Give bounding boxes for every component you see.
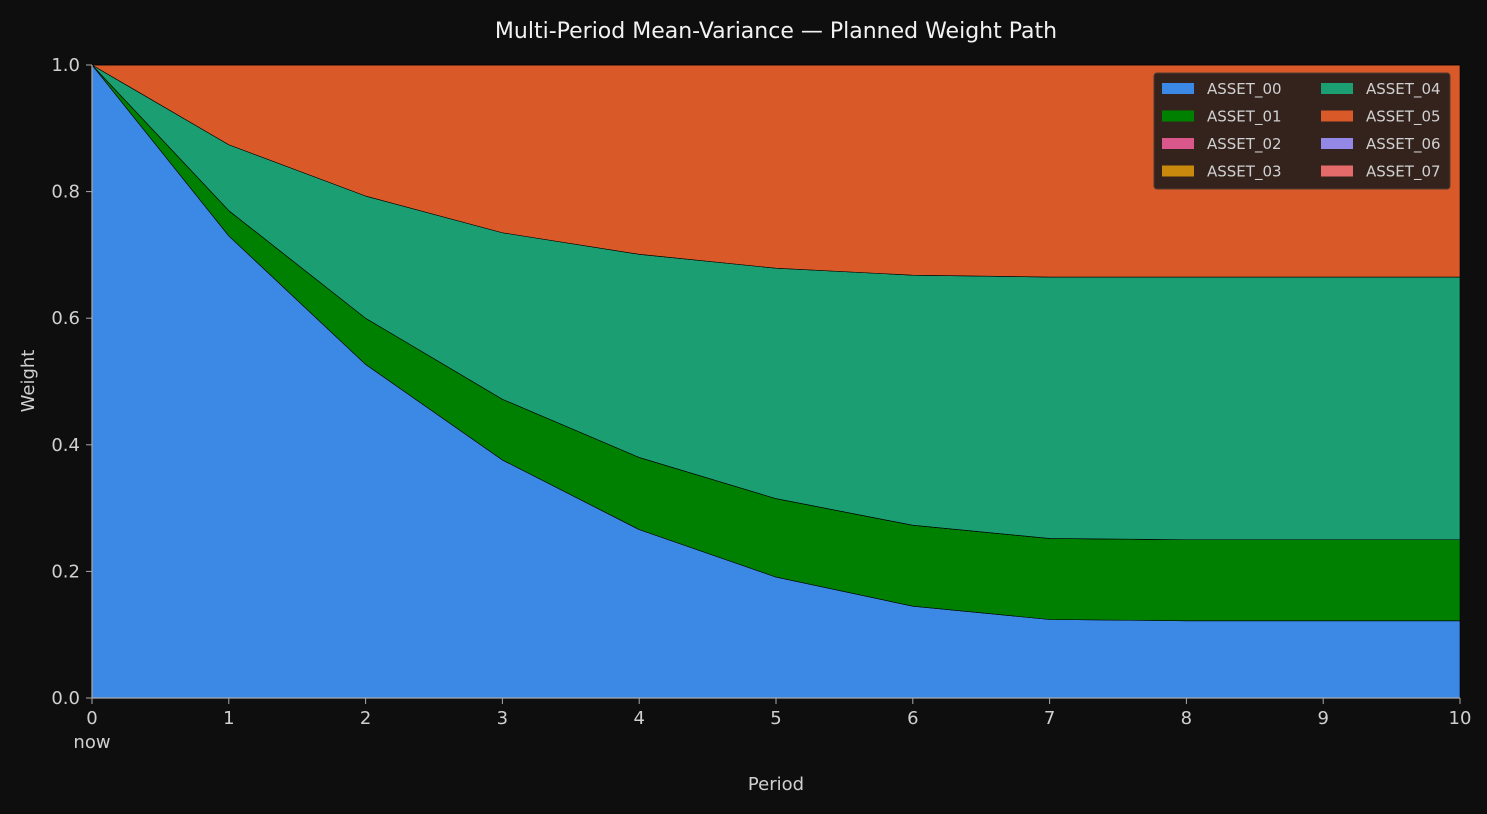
legend-swatch bbox=[1162, 110, 1194, 122]
legend-swatch bbox=[1162, 165, 1194, 177]
axes: 0 now 1 2 3 4 5 6 7 8 9 10 0.0 0.2 0.4 0.6 0.8 1.0 bbox=[51, 55, 1471, 753]
y-tick-label: 1.0 bbox=[51, 55, 80, 76]
x-tick-label: 10 bbox=[1449, 708, 1472, 729]
x-tick-label: 6 bbox=[907, 708, 918, 729]
legend: ASSET_00 ASSET_01 ASSET_02 ASSET_03 ASSET_04… bbox=[1153, 72, 1451, 190]
x-axis-label: Period bbox=[748, 774, 804, 795]
legend-label: ASSET_06 bbox=[1366, 135, 1441, 154]
legend-label: ASSET_07 bbox=[1366, 163, 1441, 182]
y-tick-label: 0.2 bbox=[51, 561, 80, 582]
y-tick-label: 0.8 bbox=[51, 182, 80, 203]
x-tick-label: 2 bbox=[360, 708, 371, 729]
x-tick-label: 5 bbox=[770, 708, 781, 729]
y-tick-label: 0.6 bbox=[51, 308, 80, 329]
legend-swatch bbox=[1321, 165, 1353, 177]
legend-swatch bbox=[1321, 110, 1353, 122]
x-tick-label: 3 bbox=[497, 708, 508, 729]
x-tick-label: 8 bbox=[1181, 708, 1192, 729]
x-tick-label: 9 bbox=[1317, 708, 1328, 729]
legend-label: ASSET_01 bbox=[1207, 108, 1282, 127]
y-axis-label: Weight bbox=[18, 350, 39, 413]
legend-swatch bbox=[1162, 83, 1194, 94]
legend-label: ASSET_00 bbox=[1207, 80, 1282, 99]
x-tick-label: 1 bbox=[223, 708, 234, 729]
x-tick-label: 7 bbox=[1044, 708, 1055, 729]
chart-title: Multi-Period Mean-Variance — Planned Wei… bbox=[495, 19, 1057, 44]
legend-swatch bbox=[1321, 83, 1353, 94]
x-tick-label: 4 bbox=[633, 708, 644, 729]
legend-swatch bbox=[1162, 138, 1194, 149]
y-tick-label: 0.0 bbox=[51, 688, 80, 709]
legend-label: ASSET_02 bbox=[1207, 135, 1282, 154]
legend-label: ASSET_05 bbox=[1366, 108, 1441, 127]
legend-label: ASSET_03 bbox=[1207, 163, 1282, 182]
area-layers bbox=[91, 64, 1461, 699]
legend-box bbox=[1153, 72, 1451, 190]
legend-label: ASSET_04 bbox=[1366, 80, 1441, 99]
x-tick-label: 0 now bbox=[73, 708, 110, 753]
legend-swatch bbox=[1321, 138, 1353, 149]
y-tick-label: 0.4 bbox=[51, 435, 80, 456]
